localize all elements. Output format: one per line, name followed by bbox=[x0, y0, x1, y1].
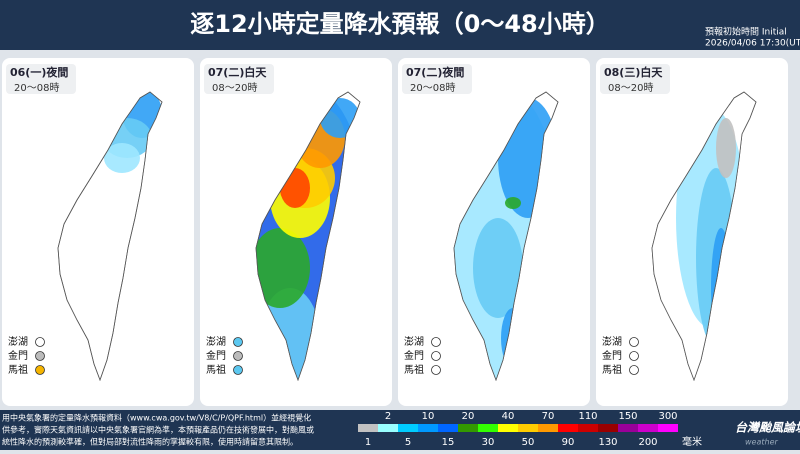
panel-hours: 20～08時 bbox=[410, 82, 455, 94]
panel-day: 06(一)夜間 bbox=[10, 65, 68, 79]
island-name: 馬祖 bbox=[206, 363, 226, 376]
island-name: 金門 bbox=[206, 349, 226, 362]
island-name: 馬祖 bbox=[8, 363, 28, 376]
label-box bbox=[6, 64, 76, 94]
legend-label: 50 bbox=[522, 437, 535, 448]
legend-label: 90 bbox=[562, 437, 575, 448]
legend-label: 300 bbox=[658, 411, 677, 422]
panel-day: 07(二)白天 bbox=[208, 65, 267, 79]
label-box bbox=[204, 64, 274, 94]
island-dot bbox=[35, 365, 45, 375]
island-name: 金門 bbox=[8, 349, 28, 362]
panel-hours: 08～20時 bbox=[608, 82, 653, 94]
island-dot bbox=[233, 337, 243, 347]
color-swatch bbox=[658, 424, 678, 432]
legend-label: 20 bbox=[462, 411, 475, 422]
legend-label: 200 bbox=[638, 437, 657, 448]
color-swatch bbox=[378, 424, 398, 432]
init-label: 預報初始時間 Initial bbox=[705, 26, 787, 38]
island-name: 澎湖 bbox=[602, 336, 622, 348]
legend-label: 10 bbox=[422, 411, 435, 422]
panel-day: 07(二)夜間 bbox=[406, 65, 464, 79]
legend-label: 15 bbox=[442, 437, 455, 448]
island-name: 澎湖 bbox=[404, 336, 424, 348]
island-name: 金門 bbox=[602, 349, 622, 362]
label-box bbox=[402, 64, 472, 94]
title: 逐12小時定量降水預報（0～48小時） bbox=[190, 10, 610, 38]
rain-blob bbox=[505, 197, 521, 209]
color-swatch bbox=[398, 424, 418, 432]
legend-label: 70 bbox=[542, 411, 555, 422]
island-dot bbox=[35, 337, 45, 347]
legend-label: 150 bbox=[618, 411, 637, 422]
island-dot bbox=[233, 351, 243, 361]
island-dot bbox=[629, 337, 639, 347]
color-swatch bbox=[598, 424, 618, 432]
island-name: 澎湖 bbox=[8, 336, 28, 348]
note: 用中央氣象署的定量降水預報資料（www.cwa.gov.tw/V8/C/P/QP… bbox=[2, 413, 311, 423]
island-dot bbox=[431, 351, 441, 361]
rain-blob bbox=[473, 218, 523, 318]
color-swatch bbox=[618, 424, 638, 432]
island-dot bbox=[629, 365, 639, 375]
island-dot bbox=[233, 365, 243, 375]
rain-blob bbox=[104, 143, 140, 173]
island-dot bbox=[629, 351, 639, 361]
legend-label: 5 bbox=[405, 437, 411, 448]
island-name: 馬祖 bbox=[404, 363, 424, 376]
color-swatch bbox=[538, 424, 558, 432]
rain-blob bbox=[716, 118, 736, 178]
legend-label: 130 bbox=[598, 437, 617, 448]
rain-blob bbox=[256, 228, 310, 308]
color-swatch bbox=[498, 424, 518, 432]
color-swatch bbox=[558, 424, 578, 432]
island-name: 馬祖 bbox=[602, 363, 622, 376]
note: 統性降水的預測較準確，但對局部對流性降雨的掌握較有限，使用時請留意其限制。 bbox=[2, 437, 298, 447]
brand: 台灣颱風論壇 bbox=[735, 421, 800, 435]
color-swatch bbox=[418, 424, 438, 432]
note: 供參考，實際天氣資訊請以中央氣象署官網為準，本預報產品仍在技術發展中，對颱風或 bbox=[2, 425, 314, 435]
panel-day: 08(三)白天 bbox=[604, 65, 663, 79]
color-swatch bbox=[578, 424, 598, 432]
label-box bbox=[600, 64, 670, 94]
island-name: 澎湖 bbox=[206, 336, 226, 348]
island-name: 金門 bbox=[404, 349, 424, 362]
island-dot bbox=[431, 365, 441, 375]
color-swatch bbox=[458, 424, 478, 432]
color-swatch bbox=[518, 424, 538, 432]
island-dot bbox=[35, 351, 45, 361]
panel-hours: 08～20時 bbox=[212, 82, 257, 94]
legend-label: 1 bbox=[365, 437, 371, 448]
legend-label: 40 bbox=[502, 411, 515, 422]
legend-label: 2 bbox=[385, 411, 391, 422]
header-bar bbox=[0, 0, 800, 50]
brand-sub: weather bbox=[745, 438, 778, 447]
legend-unit: 毫米 bbox=[682, 435, 702, 448]
init-time: 2026/04/06 17:30(UT bbox=[705, 39, 800, 49]
panel-hours: 20～08時 bbox=[14, 82, 59, 94]
color-swatch bbox=[358, 424, 378, 432]
legend-label: 110 bbox=[578, 411, 597, 422]
legend-label: 30 bbox=[482, 437, 495, 448]
color-swatch bbox=[638, 424, 658, 432]
color-swatch bbox=[478, 424, 498, 432]
island-dot bbox=[431, 337, 441, 347]
color-swatch bbox=[438, 424, 458, 432]
